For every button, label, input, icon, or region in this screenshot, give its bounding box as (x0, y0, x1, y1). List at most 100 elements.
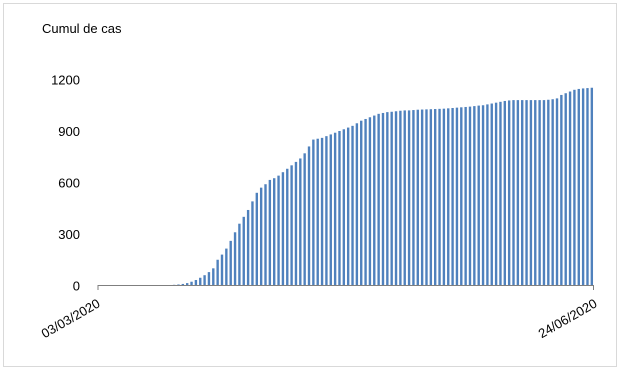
bar (303, 153, 306, 286)
bar (560, 94, 563, 286)
bar (434, 109, 437, 286)
bar (416, 109, 419, 286)
bar (590, 87, 594, 286)
y-tick-label: 1200 (51, 73, 80, 88)
bar (477, 105, 480, 286)
bar (220, 254, 224, 286)
bar (216, 259, 219, 286)
bar (259, 187, 263, 286)
y-tick-label: 900 (58, 124, 80, 139)
bar (181, 283, 185, 286)
bar (194, 280, 198, 286)
bar (329, 134, 332, 286)
bar (273, 178, 276, 286)
bar (573, 89, 576, 286)
bar (551, 99, 554, 286)
bar (294, 161, 298, 286)
bar (564, 93, 567, 286)
bar (494, 102, 498, 286)
bar (351, 125, 354, 286)
bar (447, 108, 450, 286)
y-tick-label: 600 (58, 176, 80, 191)
x-tick-label-end: 24/06/2020 (536, 296, 600, 342)
bar (534, 100, 537, 286)
bar (394, 111, 398, 286)
bar (364, 118, 367, 286)
x-tick-label-start: 03/03/2020 (39, 296, 103, 342)
bar (325, 136, 328, 286)
bar (299, 158, 302, 286)
bar (516, 100, 520, 286)
bar (229, 240, 232, 286)
bar (277, 175, 280, 286)
bar (186, 283, 189, 286)
y-tick-label: 300 (58, 227, 80, 242)
bar (555, 98, 559, 286)
bar (225, 248, 228, 286)
bar (251, 201, 254, 286)
bar (473, 106, 476, 286)
bar (233, 232, 237, 286)
bar (577, 88, 580, 286)
bar (286, 168, 289, 286)
bar (521, 100, 524, 286)
bar (525, 100, 528, 286)
bar (581, 88, 585, 286)
bar (199, 277, 202, 286)
bar (490, 103, 493, 286)
bar (190, 281, 193, 286)
bar (377, 113, 380, 286)
bar (507, 100, 511, 286)
bar (342, 129, 346, 286)
bar (316, 138, 319, 286)
bar (290, 165, 293, 286)
bar (464, 106, 467, 286)
y-axis-label: Cumul de cas (42, 21, 122, 36)
bar (403, 110, 406, 286)
bar (503, 100, 506, 286)
bar (586, 88, 589, 286)
bar (355, 123, 359, 286)
bar (281, 172, 285, 286)
bar (486, 104, 489, 286)
bar (481, 105, 485, 286)
bar (338, 131, 341, 286)
bar (246, 209, 250, 286)
bar (451, 108, 454, 286)
bar (255, 192, 258, 286)
bar (529, 100, 533, 286)
y-tick-label: 0 (73, 279, 80, 294)
bar (399, 110, 402, 286)
bar (238, 223, 241, 286)
bar (368, 117, 372, 286)
bar (381, 112, 385, 286)
bar-series (164, 87, 594, 286)
bar (203, 275, 206, 286)
bar (177, 284, 180, 286)
bar (420, 109, 424, 286)
bar (373, 115, 376, 286)
bar (460, 107, 463, 286)
bar (438, 108, 441, 286)
bar (207, 272, 211, 286)
bar (425, 109, 428, 286)
bar (429, 109, 433, 286)
bar (412, 110, 415, 286)
bar (512, 100, 515, 286)
bar (346, 127, 350, 286)
bar (333, 132, 337, 286)
bar (268, 179, 272, 286)
bar (312, 139, 315, 286)
bar (442, 108, 446, 286)
y-axis-ticks: 0 300 600 900 1200 (51, 73, 80, 294)
bar (264, 184, 267, 286)
bar (390, 111, 393, 286)
bar (320, 137, 324, 286)
bar (542, 100, 546, 286)
bar (499, 101, 502, 286)
bar (568, 91, 572, 286)
bar (407, 110, 411, 286)
bar (455, 107, 459, 286)
bar (360, 120, 363, 286)
